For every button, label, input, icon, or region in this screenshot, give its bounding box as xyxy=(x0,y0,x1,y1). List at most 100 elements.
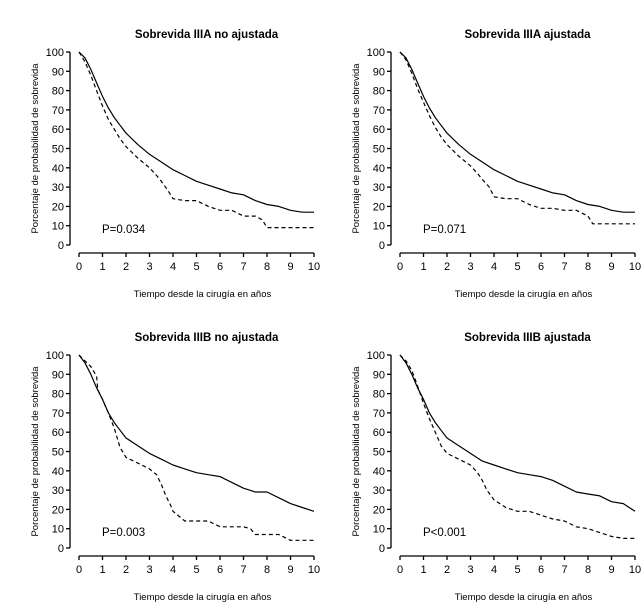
y-tick-label: 30 xyxy=(52,485,64,497)
x-tick-label: 6 xyxy=(217,261,223,273)
x-axis-label: Tiempo desde la cirugía en años xyxy=(455,592,593,602)
chart-iiia-no-ajustada: Sobrevida IIIA no ajustada 0 1 2 3 4 5 6 7 8 9 10 Ti… xyxy=(30,29,320,300)
survival-curve-dashed xyxy=(399,354,635,540)
x-tick-label: 9 xyxy=(608,564,614,576)
x-tick-label: 5 xyxy=(514,261,520,273)
y-tick-label: 90 xyxy=(52,369,64,381)
survival-curve-solid xyxy=(78,51,314,213)
y-tick-label: 50 xyxy=(52,447,64,459)
x-tick-label: 8 xyxy=(585,261,591,273)
survival-curve-dashed xyxy=(78,354,314,541)
x-tick-label: 10 xyxy=(308,564,320,576)
x-tick-label: 10 xyxy=(308,261,320,273)
y-axis-label: Porcentaje de probabilidad de sobrevida xyxy=(351,366,362,537)
x-tick-label: 4 xyxy=(170,564,176,576)
x-tick-label: 2 xyxy=(444,564,450,576)
chart-title: Sobrevida IIIB ajustada xyxy=(464,332,591,344)
y-axis-label: Porcentaje de probabilidad de sobrevida xyxy=(30,63,41,234)
x-tick-label: 5 xyxy=(193,261,199,273)
y-tick-label: 30 xyxy=(373,485,385,497)
y-tick-label: 0 xyxy=(379,240,385,252)
x-axis-label: Tiempo desde la cirugía en años xyxy=(134,289,272,300)
y-tick-label: 30 xyxy=(373,182,385,194)
y-tick-label: 70 xyxy=(373,408,385,420)
y-tick-label: 100 xyxy=(367,47,385,59)
x-tick-label: 7 xyxy=(561,564,567,576)
y-tick-label: 90 xyxy=(373,66,385,78)
y-tick-label: 20 xyxy=(52,201,64,213)
y-tick-label: 80 xyxy=(373,389,385,401)
x-tick-label: 7 xyxy=(561,261,567,273)
x-tick-label: 4 xyxy=(491,564,497,576)
y-tick-label: 80 xyxy=(52,86,64,98)
y-tick-label: 10 xyxy=(52,524,64,536)
p-value-annotation: P=0.034 xyxy=(102,224,146,236)
survival-curve-solid xyxy=(399,51,635,213)
x-tick-label: 4 xyxy=(491,261,497,273)
y-tick-label: 10 xyxy=(373,524,385,536)
y-tick-label: 60 xyxy=(52,427,64,439)
p-value-annotation: P=0.003 xyxy=(102,527,145,539)
x-tick-label: 1 xyxy=(420,564,426,576)
y-tick-label: 20 xyxy=(373,504,385,516)
x-tick-label: 8 xyxy=(264,261,270,273)
x-tick-label: 7 xyxy=(240,261,246,273)
x-axis-label: Tiempo desde la cirugía en años xyxy=(455,289,593,300)
x-tick-label: 5 xyxy=(193,564,199,576)
x-tick-label: 0 xyxy=(397,261,403,273)
y-tick-label: 20 xyxy=(52,504,64,516)
y-tick-label: 70 xyxy=(52,105,64,117)
y-tick-label: 80 xyxy=(373,86,385,98)
x-tick-label: 2 xyxy=(123,261,129,273)
y-tick-label: 80 xyxy=(52,389,64,401)
y-tick-label: 40 xyxy=(373,163,385,175)
x-tick-label: 9 xyxy=(287,564,293,576)
x-tick-label: 4 xyxy=(170,261,176,273)
y-tick-label: 0 xyxy=(58,543,64,555)
y-axis-label: Porcentaje de probabilidad de sobrevida xyxy=(351,63,362,234)
x-tick-label: 10 xyxy=(629,564,641,576)
x-tick-label: 6 xyxy=(217,564,223,576)
survival-curve-dashed xyxy=(399,51,635,225)
x-tick-label: 0 xyxy=(76,261,82,273)
y-tick-label: 0 xyxy=(379,543,385,555)
x-tick-label: 1 xyxy=(99,261,105,273)
y-tick-label: 60 xyxy=(373,427,385,439)
x-tick-label: 8 xyxy=(585,564,591,576)
x-tick-label: 9 xyxy=(287,261,293,273)
y-tick-label: 30 xyxy=(52,182,64,194)
y-axis-label: Porcentaje de probabilidad de sobrevida xyxy=(30,366,41,537)
y-tick-label: 10 xyxy=(52,221,64,233)
x-tick-label: 7 xyxy=(240,564,246,576)
y-tick-label: 100 xyxy=(46,47,64,59)
survival-curve-solid xyxy=(399,354,636,512)
x-tick-label: 0 xyxy=(397,564,403,576)
x-tick-label: 10 xyxy=(629,261,641,273)
x-axis-label: Tiempo desde la cirugía en años xyxy=(134,592,272,602)
y-tick-label: 60 xyxy=(373,124,385,136)
x-tick-label: 0 xyxy=(76,564,82,576)
x-tick-label: 9 xyxy=(608,261,614,273)
p-value-annotation: P=0.071 xyxy=(423,224,466,236)
x-tick-label: 2 xyxy=(444,261,450,273)
y-tick-label: 50 xyxy=(52,144,64,156)
y-tick-label: 70 xyxy=(373,105,385,117)
chart-iiib-no-ajustada: Sobrevida IIIB no ajustada 0 1 2 3 4 5 6 7 8 9 10 Ti… xyxy=(30,332,320,603)
y-tick-label: 60 xyxy=(52,124,64,136)
y-tick-label: 20 xyxy=(373,201,385,213)
y-tick-label: 40 xyxy=(52,163,64,175)
y-tick-label: 0 xyxy=(58,240,64,252)
p-value-annotation: P<0.001 xyxy=(423,527,466,539)
x-tick-label: 3 xyxy=(146,564,152,576)
y-tick-label: 100 xyxy=(367,350,385,362)
x-tick-label: 1 xyxy=(420,261,426,273)
y-tick-label: 40 xyxy=(52,466,64,478)
survival-curve-dashed xyxy=(78,51,314,229)
y-tick-label: 90 xyxy=(52,66,64,78)
y-tick-label: 90 xyxy=(373,369,385,381)
x-tick-label: 6 xyxy=(538,564,544,576)
x-tick-label: 3 xyxy=(467,261,473,273)
survival-curve-solid xyxy=(78,354,315,512)
y-tick-label: 100 xyxy=(46,350,64,362)
